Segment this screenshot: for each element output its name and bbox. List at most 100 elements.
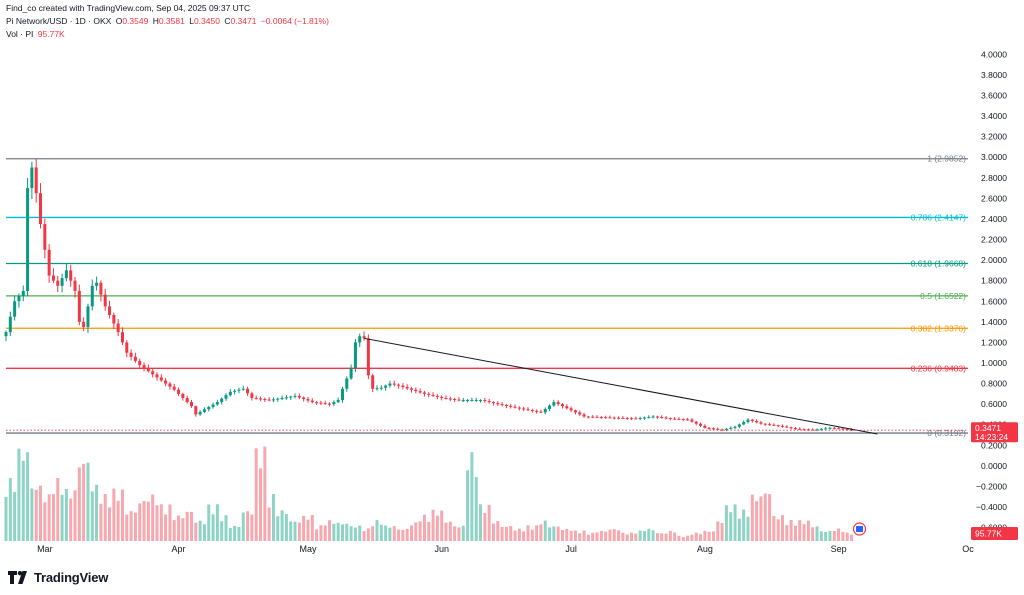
candle-body xyxy=(729,427,733,429)
volume-bar xyxy=(51,494,55,541)
close-value: 0.3471 xyxy=(230,16,257,26)
candle-body xyxy=(694,421,698,424)
candle-body xyxy=(444,397,448,399)
time-axis[interactable]: Mar Apr May Jun Jul Aug Sep Oc xyxy=(37,544,974,554)
high-value: 0.3581 xyxy=(158,16,185,26)
candle-body xyxy=(151,371,155,375)
candle-body xyxy=(642,417,646,419)
created-by-caption: Find_co created with TradingView.com, Se… xyxy=(6,3,250,13)
candle-body xyxy=(530,410,534,412)
candle-body xyxy=(129,352,133,357)
volume-bar xyxy=(565,528,569,541)
candle-body xyxy=(164,380,168,384)
symbol-legend[interactable]: Pi Network/USD · 1D · OKX O0.3549 H0.358… xyxy=(6,16,329,26)
price-tick-label: 2.4000 xyxy=(981,214,1007,224)
volume-bar xyxy=(379,524,383,541)
candle-body xyxy=(30,167,34,189)
candle-body xyxy=(785,426,789,428)
created-by-text: Find_co created with TradingView.com, Se… xyxy=(6,3,251,13)
volume-bar xyxy=(332,523,336,541)
volume-bar xyxy=(336,522,340,541)
volume-bar xyxy=(793,525,797,541)
price-tick-label: 2.6000 xyxy=(981,193,1007,203)
volume-bar xyxy=(4,496,8,541)
candle-body xyxy=(99,282,103,295)
candle-body xyxy=(319,402,323,404)
volume-bar xyxy=(763,493,767,541)
volume-bar xyxy=(267,507,271,541)
candle-body xyxy=(655,416,659,418)
volume-bar xyxy=(724,505,728,541)
volume-bar xyxy=(552,526,556,541)
candle-body xyxy=(220,398,224,403)
volume-bar xyxy=(289,521,293,541)
tradingview-logo[interactable]: TradingView xyxy=(8,569,108,585)
volume-bar xyxy=(440,510,444,541)
volume-last-badge xyxy=(971,527,1018,540)
candle-body xyxy=(366,338,370,376)
candle-body xyxy=(189,402,193,407)
volume-bar xyxy=(375,520,379,541)
candle-body xyxy=(582,414,586,417)
candle-body xyxy=(608,417,612,419)
volume-bar xyxy=(742,509,746,541)
price-axis[interactable]: 4.0000 3.8000 3.6000 3.4000 3.2000 3.0000 2.80… xyxy=(976,49,1007,532)
volume-bar xyxy=(668,530,672,541)
candle-body xyxy=(742,422,746,425)
volume-bar xyxy=(392,526,396,541)
candle-body xyxy=(733,426,737,428)
price-tick-label: 2.2000 xyxy=(981,235,1007,245)
symbol-name[interactable]: Pi Network/USD · 1D · OKX xyxy=(6,16,112,26)
volume-bar xyxy=(768,494,772,541)
volume-bar xyxy=(599,530,603,541)
volume-bar xyxy=(461,525,465,541)
volume-bar xyxy=(526,525,530,541)
volume-bar xyxy=(509,526,513,541)
volume-bar xyxy=(595,532,599,541)
candle-body xyxy=(768,424,772,426)
candle-body xyxy=(125,342,129,353)
volume-bar xyxy=(759,496,763,541)
candle-body xyxy=(522,408,526,410)
trendline[interactable] xyxy=(363,337,878,435)
volume-bar xyxy=(371,526,375,541)
price-tick-label: −0.2000 xyxy=(976,481,1007,491)
volume-legend[interactable]: Vol · PI 95.77K xyxy=(6,29,65,39)
volume-bar xyxy=(405,528,409,541)
volume-bar xyxy=(556,526,560,541)
time-tick-label: Jun xyxy=(434,544,449,554)
fib-level-label: 0.5 (1.6522) xyxy=(920,291,966,301)
candle-body xyxy=(837,428,841,430)
fibonacci-retracement[interactable]: 1 (2.9852) 0.786 (2.4147) 0.618 (1.9668) 0.… xyxy=(6,154,968,438)
candle-body xyxy=(405,387,409,389)
candle-body xyxy=(595,416,599,418)
candle-body xyxy=(737,424,741,427)
candle-body xyxy=(246,388,250,394)
fib-level-label: 0.382 (1.3376) xyxy=(911,323,966,333)
candle-body xyxy=(77,290,81,322)
volume-bar xyxy=(99,503,103,541)
candle-body xyxy=(13,301,17,317)
volume-bar xyxy=(776,519,780,541)
candle-body xyxy=(181,393,185,398)
candle-body xyxy=(841,428,845,430)
candle-body xyxy=(651,416,655,418)
candle-body xyxy=(660,417,664,419)
candle-body xyxy=(483,400,487,402)
volume-bar xyxy=(604,531,608,541)
volume-bar xyxy=(845,532,849,541)
candle-body xyxy=(388,383,392,386)
candle-body xyxy=(673,418,677,420)
volume-bar xyxy=(397,529,401,541)
volume-bar xyxy=(586,534,590,541)
fib-level-label: 0 (0.3192) xyxy=(927,428,966,438)
tradingview-logo-text: TradingView xyxy=(34,569,109,585)
volume-bar xyxy=(108,507,112,541)
volume-bar xyxy=(17,448,21,541)
volume-bar xyxy=(237,526,241,541)
volume-bar xyxy=(422,514,426,541)
volume-label[interactable]: Vol · PI xyxy=(6,29,34,39)
volume-bar xyxy=(427,521,431,541)
candle-body xyxy=(323,403,327,405)
